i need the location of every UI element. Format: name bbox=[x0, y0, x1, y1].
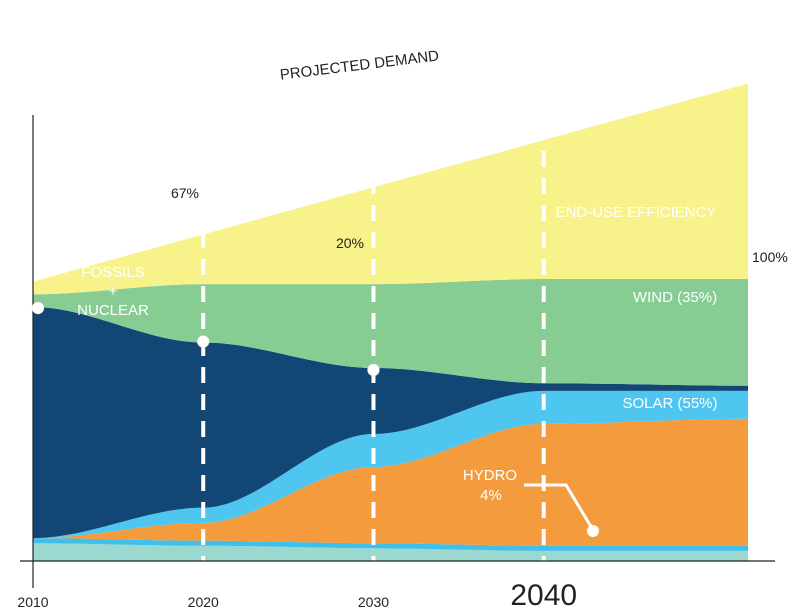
label-fossils-nuclear-line-1: FOSSILS bbox=[81, 264, 144, 281]
marker-67 bbox=[196, 335, 210, 348]
area-separator-band bbox=[33, 538, 748, 551]
area-fossils-nuclear bbox=[33, 307, 748, 539]
annotation-67: 67% bbox=[171, 185, 199, 201]
label-wind: WIND (35%) bbox=[633, 289, 717, 306]
area-solar bbox=[33, 418, 748, 546]
x-tick-label-2020: 2020 bbox=[188, 594, 219, 610]
area-hydro bbox=[33, 543, 748, 561]
annotation-100: 100% bbox=[752, 249, 788, 265]
label-hydro-value: 4% bbox=[480, 487, 502, 504]
marker-20 bbox=[367, 363, 380, 377]
hydro-marker bbox=[587, 525, 599, 537]
x-tick-label-2010: 2010 bbox=[17, 594, 48, 610]
label-fossils-nuclear-line-2: + bbox=[109, 283, 118, 300]
label-end-use-efficiency: END-USE EFFICIENCY bbox=[556, 204, 717, 221]
hydro-leader-line bbox=[524, 483, 595, 531]
area-projected-demand bbox=[33, 83, 748, 295]
annotation-20: 20% bbox=[336, 235, 364, 251]
x-tick-label-2040: 2040 bbox=[510, 579, 577, 610]
label-fossils-nuclear-line-3: NUCLEAR bbox=[77, 302, 149, 319]
label-solar: SOLAR (55%) bbox=[622, 395, 717, 412]
area-wind bbox=[33, 390, 748, 539]
annotation-90: 90% bbox=[36, 174, 64, 190]
marker-90 bbox=[31, 301, 45, 315]
label-hydro: HYDRO bbox=[463, 467, 517, 484]
area-end-use-efficiency bbox=[33, 279, 748, 386]
label-projected-demand: PROJECTED DEMAND bbox=[279, 47, 440, 83]
x-tick-label-2030: 2030 bbox=[358, 594, 389, 610]
